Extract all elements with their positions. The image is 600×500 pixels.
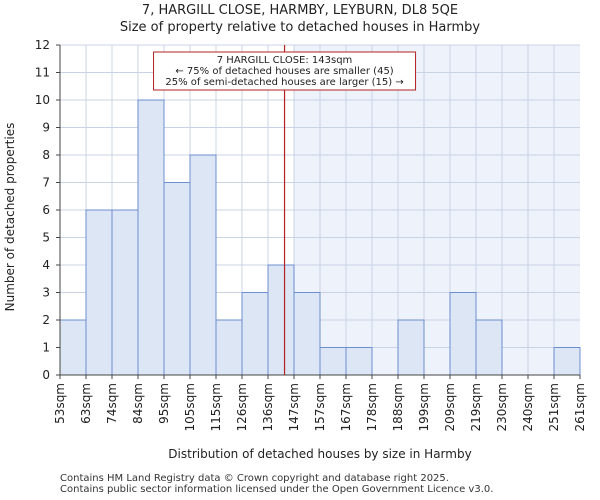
x-tick-label: 53sqm — [53, 383, 67, 424]
histogram-bar — [137, 99, 165, 376]
y-tick-label: 2 — [42, 313, 50, 327]
x-tick-label: 167sqm — [339, 383, 353, 431]
histogram-bar — [85, 209, 113, 376]
footer-copyright: Contains HM Land Registry data © Crown c… — [60, 473, 449, 484]
chart-title: 7, HARGILL CLOSE, HARMBY, LEYBURN, DL8 5… — [141, 3, 459, 18]
x-tick-label: 95sqm — [157, 383, 171, 424]
y-tick-label: 9 — [42, 121, 50, 135]
x-tick-label: 178sqm — [365, 383, 379, 431]
chart-subtitle: Size of property relative to detached ho… — [119, 20, 481, 35]
histogram-bar — [397, 319, 425, 376]
x-tick-label: 188sqm — [391, 383, 405, 431]
x-tick-label: 261sqm — [573, 383, 587, 431]
x-tick-label: 230sqm — [495, 383, 509, 431]
annotation-box — [153, 51, 417, 91]
histogram-bar — [189, 154, 217, 376]
y-tick-label: 5 — [42, 231, 50, 245]
y-tick-label: 6 — [42, 203, 50, 217]
y-tick-label: 4 — [42, 258, 50, 272]
annotation-line-3: 25% of semi-detached houses are larger (… — [165, 77, 403, 88]
y-tick-label: 1 — [42, 341, 50, 355]
y-axis-label: Number of detached properties — [3, 123, 17, 312]
histogram-bar — [215, 319, 243, 376]
annotation-line-2: ← 75% of detached houses are smaller (45… — [175, 66, 393, 77]
x-tick-label: 115sqm — [209, 383, 223, 431]
y-tick-label: 8 — [42, 148, 50, 162]
x-tick-label: 147sqm — [287, 383, 301, 431]
histogram-bar — [111, 209, 139, 376]
x-tick-label: 74sqm — [105, 383, 119, 424]
histogram-bar — [319, 347, 347, 376]
y-tick-label: 7 — [42, 176, 50, 190]
histogram-bar — [267, 264, 295, 376]
histogram-bar — [553, 347, 581, 376]
y-tick-label: 3 — [42, 286, 50, 300]
y-tick-label: 11 — [35, 66, 50, 80]
x-tick-label: 209sqm — [443, 383, 457, 431]
histogram-bar — [345, 347, 373, 376]
footer-licence: Contains public sector information licen… — [60, 484, 494, 495]
x-tick-label: 63sqm — [79, 383, 93, 424]
histogram-bar — [163, 182, 191, 376]
histogram-bar — [475, 319, 503, 376]
x-tick-label: 157sqm — [313, 383, 327, 431]
x-tick-label: 199sqm — [417, 383, 431, 431]
y-tick-label: 0 — [42, 368, 50, 382]
y-tick-label: 12 — [35, 38, 50, 52]
x-tick-label: 84sqm — [131, 383, 145, 424]
histogram-bar — [241, 292, 269, 376]
x-tick-label: 251sqm — [547, 383, 561, 431]
histogram-bar — [449, 292, 477, 376]
x-tick-label: 136sqm — [261, 383, 275, 431]
x-axis-label: Distribution of detached houses by size … — [168, 447, 471, 461]
x-tick-label: 219sqm — [469, 383, 483, 431]
x-tick-label: 126sqm — [235, 383, 249, 431]
x-tick-label: 105sqm — [183, 383, 197, 431]
y-tick-label: 10 — [35, 93, 50, 107]
histogram-bar — [293, 292, 321, 376]
histogram-bar — [59, 319, 87, 376]
x-tick-label: 240sqm — [521, 383, 535, 431]
annotation-line-1: 7 HARGILL CLOSE: 143sqm — [217, 55, 353, 66]
